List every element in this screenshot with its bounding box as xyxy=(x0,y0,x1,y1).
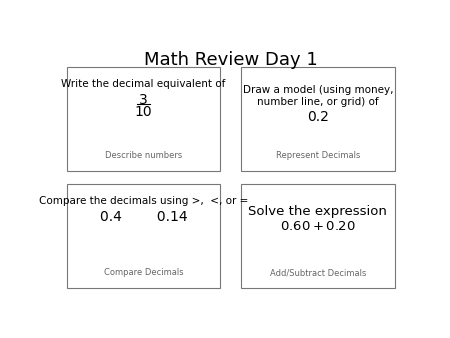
Text: 10: 10 xyxy=(135,105,152,119)
Text: Draw a model (using money,
number line, or grid) of: Draw a model (using money, number line, … xyxy=(243,85,393,107)
Text: 0.2: 0.2 xyxy=(307,110,329,124)
FancyBboxPatch shape xyxy=(241,67,395,171)
FancyBboxPatch shape xyxy=(67,67,220,171)
Text: Write the decimal equivalent of: Write the decimal equivalent of xyxy=(61,79,225,89)
Text: Math Review Day 1: Math Review Day 1 xyxy=(144,51,318,69)
Text: Compare the decimals using >,  <, or =: Compare the decimals using >, <, or = xyxy=(39,196,248,206)
Text: 3: 3 xyxy=(139,93,148,107)
Text: Represent Decimals: Represent Decimals xyxy=(275,151,360,160)
Text: Describe numbers: Describe numbers xyxy=(105,151,182,160)
Text: Compare Decimals: Compare Decimals xyxy=(104,268,183,277)
FancyBboxPatch shape xyxy=(67,184,220,288)
FancyBboxPatch shape xyxy=(241,184,395,288)
Text: Solve the expression
$0.60 + $0.20: Solve the expression $0.60 + $0.20 xyxy=(248,204,387,233)
Text: Add/Subtract Decimals: Add/Subtract Decimals xyxy=(270,268,366,277)
Text: 0.4        0.14: 0.4 0.14 xyxy=(99,210,187,224)
